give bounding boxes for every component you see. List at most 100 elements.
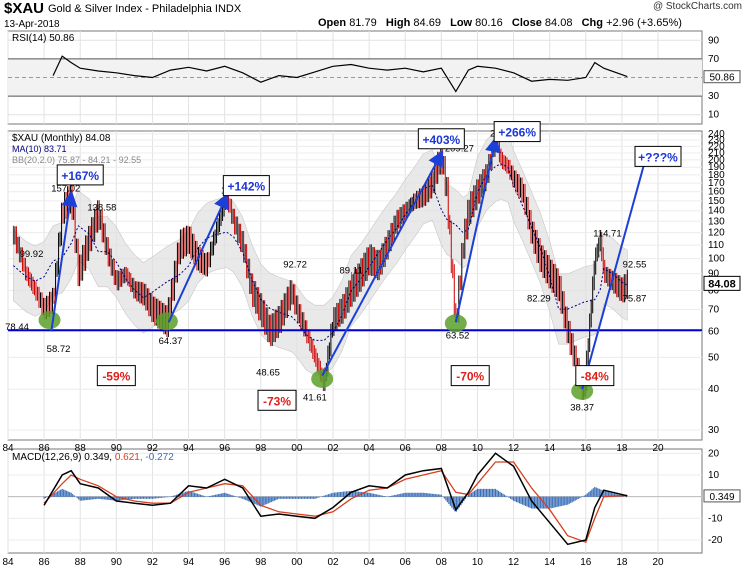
macd-hist-bar (478, 488, 480, 497)
macd-hist-bar (362, 492, 364, 497)
macd-hist-bar (300, 496, 303, 499)
macd-hist-bar (418, 492, 420, 497)
open-value: 81.79 (349, 17, 377, 29)
price-tick-label: 100 (708, 254, 725, 265)
macd-hist-bar (144, 496, 146, 499)
macd-hist-bar (242, 496, 244, 499)
macd-hist-bar (218, 494, 220, 497)
macd-hist-bar (117, 496, 119, 501)
macd-hist-bar (126, 496, 128, 500)
macd-hist-bar (467, 494, 470, 497)
low-label: Low 80.16 (450, 17, 503, 29)
macd-hist-bar (243, 496, 245, 500)
macd-hist-bar (376, 494, 378, 497)
macd-hist-bar (278, 496, 280, 499)
macd-hist-bar (213, 495, 215, 497)
price-tick-label: 50 (708, 352, 720, 363)
macd-hist-bar (433, 493, 435, 497)
x-tick-label: 84 (2, 443, 14, 454)
macd-hist-bar (306, 496, 309, 499)
macd-hist-bar (505, 495, 507, 497)
macd-hist-bar (476, 488, 479, 497)
gain-box (417, 128, 465, 150)
macd-hist-bar (281, 496, 283, 499)
rally-arrow (167, 192, 229, 323)
macd-hist-bar (61, 488, 63, 497)
macd-hist-bar (234, 496, 236, 497)
macd-hist-bar (272, 496, 274, 502)
macd-hist-bar (363, 492, 366, 497)
macd-hist-bar (209, 496, 211, 497)
macd-hist-bar (622, 496, 624, 497)
macd-hist-bar (440, 494, 442, 497)
macd-hist-bar (377, 494, 379, 497)
macd-hist-bar (388, 496, 390, 497)
ohlc-readout: Open 81.79 High 84.69 Low 80.16 Close 84… (318, 17, 682, 29)
macd-hist-bar (419, 492, 421, 497)
x-tick-label: 12 (508, 443, 520, 454)
macd-hist-bar (425, 493, 427, 497)
rsi-tick-label: 70 (708, 54, 720, 65)
macd-hist-bar (553, 496, 555, 508)
macd-hist-bar (82, 496, 84, 501)
macd-hist-bar (195, 493, 197, 497)
macd-hist-bar (84, 496, 86, 501)
x-tick-label: 20 (652, 557, 664, 568)
macd-tick-label: 10 (708, 470, 720, 481)
macd-tick-label: -10 (708, 513, 723, 524)
x-tick-label: 86 (39, 443, 51, 454)
macd-hist-bar (564, 496, 566, 506)
macd-hist-bar (297, 496, 299, 499)
macd-hist-bar (494, 488, 497, 497)
macd-hist-bar (454, 496, 456, 512)
x-tick-label: 12 (508, 557, 520, 568)
macd-hist-bar (102, 496, 104, 500)
macd-hist-bar (130, 496, 132, 500)
macd-hist-bar (172, 495, 175, 497)
macd-hist-bar (78, 496, 80, 500)
macd-hist-bar (341, 491, 343, 497)
macd-hist-bar (321, 496, 324, 497)
x-tick-label: 92 (147, 557, 159, 568)
macd-hist-bar (99, 496, 101, 499)
macd-hist-bar (431, 493, 433, 497)
price-label: 82.29 (527, 294, 551, 305)
macd-hist-bar (252, 496, 254, 504)
macd-hist-bar (91, 496, 93, 500)
macd-hist-bar (391, 495, 393, 497)
price-tick-label: 60 (708, 326, 720, 337)
macd-legend-main: MACD(12,26,9) 0.349, (12, 452, 115, 463)
macd-hist-bar (246, 496, 248, 501)
macd-hist-bar (515, 496, 518, 503)
macd-line (43, 452, 628, 546)
close-value: 84.08 (544, 17, 573, 29)
macd-hist-bar (491, 488, 494, 497)
price-tick-label: 40 (708, 384, 720, 395)
macd-hist-bar (389, 496, 391, 497)
macd-hist-bar (94, 496, 96, 500)
macd-hist-bar (520, 496, 522, 505)
macd-hist-bar (157, 496, 160, 499)
macd-hist-bar (612, 493, 614, 497)
macd-hist-bar (609, 492, 611, 497)
macd-hist-bar (469, 493, 471, 497)
macd-hist-bar (406, 492, 408, 497)
macd-hist-bar (225, 493, 227, 497)
macd-hist-bar (443, 496, 445, 499)
macd-hist-bar (207, 496, 209, 497)
macd-hist-bar (323, 495, 325, 497)
macd-hist-bar (511, 496, 513, 500)
macd-hist-bar (394, 495, 396, 497)
x-tick-label: 94 (183, 443, 195, 454)
macd-hist-bar (344, 491, 346, 497)
macd-hist-bar (175, 494, 178, 497)
macd-hist-bar (171, 496, 173, 497)
macd-hist-bar (559, 496, 561, 507)
macd-hist-bar (430, 493, 432, 497)
macd-hist-bar (145, 496, 148, 499)
macd-hist-bar (502, 493, 504, 497)
macd-hist-bar (392, 495, 394, 497)
chg-value: +2.96 (+3.65%) (606, 17, 682, 29)
macd-hist-bar (227, 493, 229, 497)
macd-hist-bar (621, 495, 623, 497)
